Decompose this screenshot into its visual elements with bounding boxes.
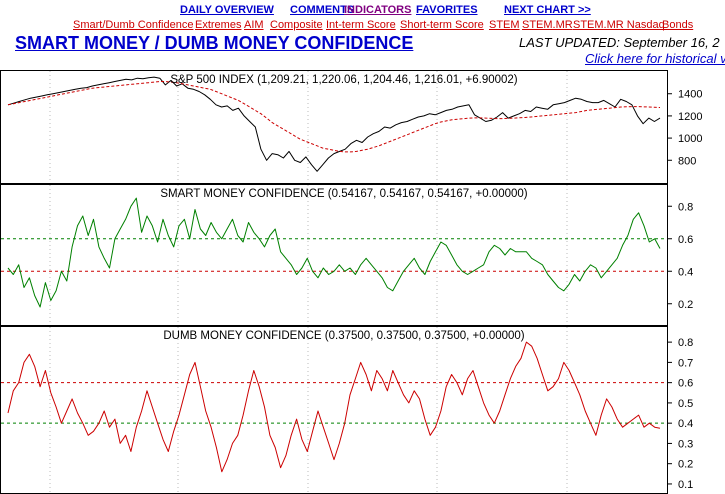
nav-favorites[interactable]: FAVORITES — [416, 4, 478, 16]
sub-extremes[interactable]: Extremes — [195, 19, 242, 31]
sub-short-term-score[interactable]: Short-term Score — [400, 19, 484, 31]
sub-smart-dumb-confidence[interactable]: Smart/Dumb Confidence — [73, 19, 194, 31]
sp500-tick-label-2: 1200 — [678, 111, 702, 123]
sp500-panel-title: S&P 500 INDEX (1,209.21, 1,220.06, 1,204… — [170, 74, 517, 86]
dumb-money-tick-label-5: 0.6 — [678, 378, 693, 390]
dumb-money-tick-label-0: 0.1 — [678, 479, 693, 491]
top-navigation: DAILY OVERVIEW COMMENTS INDICATORS FAVOR… — [0, 4, 725, 38]
nav-next-chart[interactable]: NEXT CHART >> — [504, 4, 591, 16]
historical-link[interactable]: Click here for historical v — [585, 51, 725, 66]
dumb-money-tick-label-1: 0.2 — [678, 459, 693, 471]
dumb-money-tick-label-2: 0.3 — [678, 438, 693, 450]
sub-composite[interactable]: Composite — [270, 19, 323, 31]
sp500-tick-label-3: 1400 — [678, 89, 702, 101]
sub-bonds[interactable]: Bonds — [662, 19, 694, 31]
dumb-money-panel-title: DUMB MONEY CONFIDENCE (0.37500, 0.37500,… — [163, 330, 524, 342]
smart-money-panel-title: SMART MONEY CONFIDENCE (0.54167, 0.54167… — [160, 188, 527, 200]
nav-daily-overview[interactable]: DAILY OVERVIEW — [180, 4, 274, 16]
sp500-tick-label-0: 800 — [678, 155, 696, 167]
last-updated-text: LAST UPDATED: September 16, 2 — [519, 35, 720, 50]
smart-money-frame — [0, 184, 668, 326]
sp500-tick-label-1: 1000 — [678, 133, 702, 145]
chart-area: 800 1000 1200 1400 S&P 500 INDEX (1,209.21, … — [0, 70, 702, 494]
sp500-frame — [0, 70, 668, 184]
smart-money-series-line-0 — [7, 197, 661, 308]
sub-int-term-score[interactable]: Int-term Score — [326, 19, 396, 31]
dumb-money-tick-label-7: 0.8 — [678, 337, 693, 349]
smart-money-tick-label-3: 0.8 — [678, 201, 693, 213]
dumb-money-tick-label-3: 0.4 — [678, 418, 693, 430]
dumb-money-series-line-0 — [7, 341, 661, 473]
sub-stem-mr-nasdaq[interactable]: STEM.MR Nasdaq — [573, 19, 665, 31]
dumb-money-tick-label-4: 0.5 — [678, 398, 693, 410]
smart-money-tick-label-1: 0.4 — [678, 266, 693, 278]
dumb-money-tick-label-6: 0.7 — [678, 357, 693, 369]
sub-stem[interactable]: STEM — [489, 19, 520, 31]
nav-indicators[interactable]: INDICATORS — [344, 4, 412, 16]
sub-stem-mr[interactable]: STEM.MR — [522, 19, 573, 31]
sub-aim[interactable]: AIM — [244, 19, 264, 31]
nav-comments[interactable]: COMMENTS — [290, 4, 355, 16]
sp500-series-price-0 — [7, 76, 661, 172]
sp500-series-moving-average-1 — [7, 81, 661, 153]
smart-money-tick-label-0: 0.2 — [678, 299, 693, 311]
page-title[interactable]: SMART MONEY / DUMB MONEY CONFIDENCE — [15, 33, 414, 53]
smart-money-tick-label-2: 0.6 — [678, 234, 693, 246]
